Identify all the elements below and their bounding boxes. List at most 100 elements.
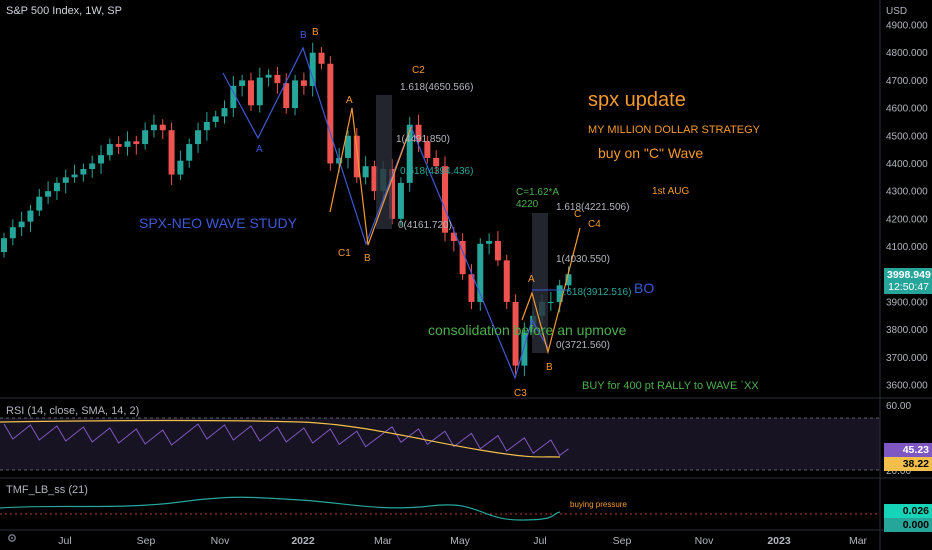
candle-body: [565, 274, 572, 286]
wave-label-A-low: A: [256, 144, 263, 155]
tmf-legend[interactable]: TMF_LB_ss (21): [6, 484, 88, 496]
candle-body: [292, 80, 299, 109]
candle-body: [150, 124, 157, 131]
candle-body: [80, 169, 87, 175]
price-tick-label: 4400.000: [886, 159, 928, 170]
annotation-buy-rally: BUY for 400 pt RALLY to WAVE `XX: [582, 380, 759, 392]
wave-label-C2: C2: [412, 65, 425, 76]
candle-body: [503, 260, 510, 302]
candle-body: [133, 141, 140, 145]
rsi-sma-badge: 38.22: [884, 457, 932, 471]
candle-body: [547, 301, 554, 303]
fib-box-lower: [532, 213, 548, 353]
wave-label-A-jul: A: [528, 274, 535, 285]
candle-body: [177, 160, 184, 175]
c-target-label: 4220: [516, 199, 539, 210]
annotation-date: 1st AUG: [652, 186, 689, 197]
time-tick-label: Sep: [613, 535, 632, 547]
candle-body: [468, 274, 475, 302]
fib-box-upper: [376, 95, 392, 229]
fib-upper-0618: 0.618(4394.436): [400, 166, 473, 177]
candle-body: [62, 177, 69, 183]
price-tick-label: 4500.000: [886, 131, 928, 142]
wave-label-A-mar: A: [346, 95, 353, 106]
price-tick-label: 3700.000: [886, 353, 928, 364]
time-tick-label: Mar: [849, 535, 868, 547]
chart-annotations: 1.618(4650.566) 1(4491.850) 0.618(4394.436…: [139, 27, 761, 399]
last-price-badge: 3998.949 12:50:47: [884, 268, 932, 294]
fib-lower-0618: 0.618(3912.516): [558, 287, 631, 298]
candle-body: [521, 332, 528, 366]
rsi-legend[interactable]: RSI (14, close, SMA, 14, 2): [6, 405, 140, 417]
candle-body: [389, 169, 396, 219]
candle-body: [318, 52, 325, 64]
candle-body: [159, 124, 166, 131]
annotation-bo: BO: [634, 280, 654, 296]
price-tick-label: 3800.000: [886, 325, 928, 336]
price-tick-label: 4300.000: [886, 187, 928, 198]
candle-body: [362, 166, 369, 178]
price-tick-label: 4700.000: [886, 76, 928, 87]
tmf-pane: buying pressure: [0, 496, 880, 521]
candle-body: [283, 83, 290, 109]
time-tick-label: Nov: [695, 535, 714, 547]
candle-body: [406, 124, 413, 183]
price-tick-label: 4800.000: [886, 48, 928, 59]
candle-body: [450, 232, 457, 241]
time-tick-label: Mar: [374, 535, 393, 547]
rsi-line: [3, 423, 569, 457]
tmf-value-badge: 0.026: [884, 504, 932, 518]
time-tick-label: 2022: [291, 535, 315, 547]
candle-body: [9, 227, 16, 239]
candle-body: [27, 210, 34, 222]
time-tick-label: 2023: [767, 535, 791, 547]
symbol-title[interactable]: S&P 500 Index, 1W, SP: [6, 5, 122, 17]
wave-line-orange: [329, 107, 412, 246]
candle-body: [18, 221, 25, 228]
price-tick-label: 3900.000: [886, 297, 928, 308]
candle-body: [1, 238, 7, 253]
candle-body: [186, 144, 193, 161]
candle-body: [142, 130, 149, 145]
candle-body: [89, 163, 96, 169]
candle-body: [309, 52, 316, 86]
last-price-value: 3998.949: [887, 269, 931, 281]
wave-label-C4: C4: [588, 219, 601, 230]
time-tick-label: Sep: [137, 535, 156, 547]
candle-body: [212, 116, 219, 122]
candle-body: [353, 135, 360, 178]
rsi-sma-line: [0, 419, 561, 458]
wave-label-B-jul: B: [546, 362, 553, 373]
annotation-strategy: MY MILLION DOLLAR STRATEGY: [588, 124, 761, 136]
candle-body: [115, 144, 122, 147]
time-tick-label: Jul: [58, 535, 71, 547]
annotation-consolidation: consolidation before an upmove: [428, 322, 627, 338]
annotation-study: SPX-NEO WAVE STUDY: [139, 215, 298, 231]
tmf-zero-badge: 0.000: [884, 518, 932, 532]
wave-label-B-feb: B: [364, 253, 371, 264]
price-tick-label: 3600.000: [886, 381, 928, 392]
candle-body: [371, 166, 378, 192]
candle-body: [36, 196, 43, 211]
candle-body: [53, 182, 60, 192]
candle-body: [494, 241, 501, 261]
candle-body: [512, 301, 519, 366]
candle-body: [221, 108, 228, 117]
time-tick-label: Nov: [211, 535, 230, 547]
candlestick-series: [1, 42, 572, 377]
candle-body: [486, 241, 493, 244]
fib-lower-0: 0(3721.560): [556, 340, 610, 351]
candle-body: [247, 80, 254, 106]
annotation-title: spx update: [588, 89, 686, 111]
candle-body: [397, 182, 404, 219]
fib-upper-1618: 1.618(4650.566): [400, 82, 473, 93]
candle-body: [203, 121, 210, 131]
candle-body: [124, 141, 131, 147]
settings-gear-icon[interactable]: [6, 532, 18, 544]
wave-label-B-top: B: [300, 30, 307, 41]
rsi-tick-60: 60.00: [886, 401, 911, 412]
fib-upper-1: 1(4491.850): [396, 134, 450, 145]
candle-body: [71, 174, 78, 178]
candle-body: [256, 77, 263, 106]
